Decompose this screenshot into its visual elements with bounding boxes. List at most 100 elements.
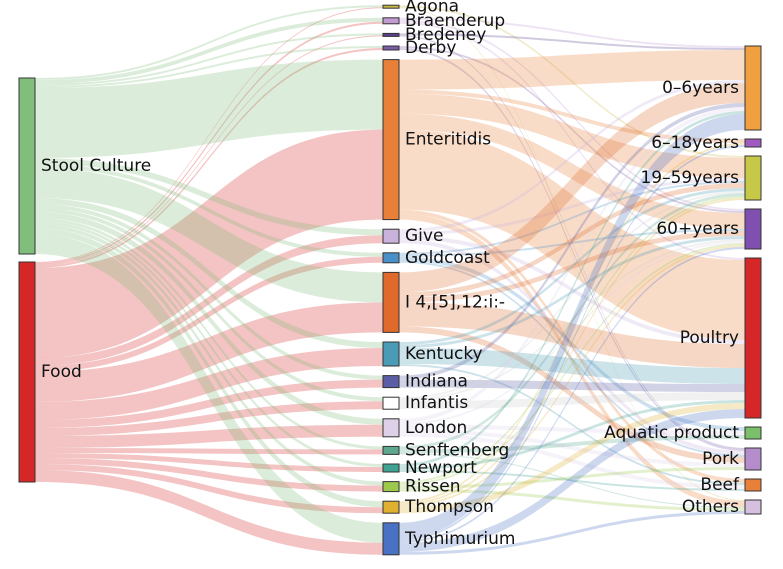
flow-link [399, 80, 745, 233]
node [382, 396, 400, 410]
flow-link [399, 453, 745, 508]
node-label: Stool Culture [41, 156, 151, 176]
flow-link [399, 467, 745, 489]
flow-link [399, 89, 745, 143]
node [744, 208, 762, 250]
flow-link [399, 236, 745, 348]
flow-link [399, 488, 745, 511]
flow-link [399, 247, 745, 543]
node [382, 17, 400, 25]
flow-link [35, 208, 383, 402]
flow-link [35, 158, 383, 236]
flow-link [399, 143, 745, 504]
flow-link [35, 204, 383, 380]
node-label: Typhimurium [404, 529, 515, 549]
flow-link [35, 348, 383, 420]
flow-link [35, 302, 383, 402]
node [382, 4, 400, 9]
flow-link [399, 196, 745, 484]
flow-link [399, 83, 745, 293]
flow-link [35, 35, 383, 267]
node [382, 500, 400, 514]
flow-link [35, 235, 383, 366]
flow-link [35, 21, 383, 265]
flow-link [35, 5, 383, 81]
node [744, 45, 762, 131]
flow-link [35, 221, 383, 467]
node-label: Thompson [404, 497, 494, 517]
flow-link [399, 183, 745, 298]
flow-link [35, 198, 383, 348]
flow-link [35, 48, 383, 268]
flow-link [399, 129, 745, 340]
flow-link [399, 364, 745, 485]
flow-link [35, 448, 383, 455]
flow-link [399, 193, 745, 450]
flow-link [399, 302, 745, 368]
node [744, 499, 762, 515]
node [744, 426, 762, 440]
node-label: Infantis [405, 393, 468, 413]
node [382, 59, 400, 221]
flow-link [399, 231, 745, 303]
flow-link [399, 260, 745, 457]
nodes: Stool Culture Food AgonaBraenderupBredeney… [18, 0, 762, 556]
flow-link [399, 107, 745, 423]
flow-link [399, 239, 745, 455]
flow-link [399, 35, 745, 450]
node-label: 60+years [656, 219, 739, 239]
flow-link [399, 93, 745, 178]
flow-link [35, 17, 383, 84]
flow-link [35, 458, 383, 492]
node-label: Kentucky [405, 344, 483, 364]
flow-link [399, 400, 745, 470]
flow-link [399, 379, 745, 392]
flow-link [399, 424, 745, 435]
flow-link [399, 114, 745, 539]
node [382, 445, 400, 455]
node [744, 447, 762, 471]
node-label: 0–6years [662, 78, 739, 98]
node-label: Indiana [405, 372, 468, 392]
flow-link [399, 403, 745, 514]
flow-link [399, 178, 745, 236]
flow-link [399, 435, 745, 454]
flow-link [35, 212, 383, 425]
flow-link [399, 145, 745, 541]
node-label: Agona [405, 0, 459, 17]
node-label: Rissen [405, 477, 460, 497]
node [382, 375, 400, 389]
node-label: Beef [700, 475, 740, 495]
flow-link [35, 401, 383, 436]
flow-link [399, 113, 745, 229]
node-label: 6–18years [651, 133, 739, 153]
flow-link [35, 33, 383, 86]
flow-link [35, 46, 383, 88]
flow-link [35, 129, 383, 358]
node [744, 155, 762, 201]
flow-link [399, 245, 745, 508]
flow-link [35, 224, 383, 486]
node-label: 19–59years [640, 168, 739, 188]
flow-link [399, 5, 745, 159]
node [382, 45, 400, 51]
node [382, 418, 400, 438]
flow-link [399, 256, 745, 431]
flow-link [399, 33, 745, 50]
node-label: Braenderup [405, 11, 505, 31]
flow-link [399, 392, 745, 410]
flow-link [399, 50, 745, 90]
flow-link [35, 470, 383, 555]
flow-link [35, 453, 383, 472]
flow-link [399, 17, 745, 48]
flow-link [399, 188, 745, 345]
flow-link [399, 428, 745, 467]
node [744, 478, 762, 492]
node-label: London [405, 418, 467, 438]
node [382, 522, 400, 556]
node [382, 32, 400, 37]
flow-link [399, 229, 745, 257]
flow-link [399, 19, 745, 211]
flow-link [399, 191, 745, 400]
